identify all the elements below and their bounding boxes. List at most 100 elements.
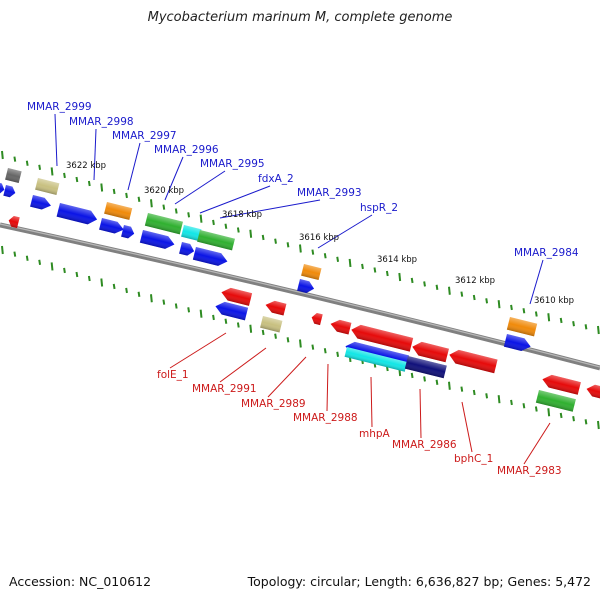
gene-arrow bbox=[260, 316, 283, 333]
accession-text: Accession: NC_010612 bbox=[9, 574, 152, 589]
tick-label: 3620 kbp bbox=[144, 186, 184, 196]
scale-tick bbox=[50, 262, 54, 271]
scale-tick bbox=[448, 286, 451, 295]
gene-arrow bbox=[56, 203, 98, 225]
gene-label[interactable]: MMAR_2988 bbox=[293, 412, 358, 424]
scale-tick bbox=[38, 259, 42, 266]
leader-line bbox=[461, 401, 473, 453]
scale-tick bbox=[410, 372, 414, 379]
gene-arrow-shade bbox=[260, 316, 283, 333]
gene-arrow bbox=[404, 356, 447, 379]
gene-arrow bbox=[99, 218, 124, 234]
scale-tick bbox=[472, 389, 476, 396]
scale-tick bbox=[1, 245, 4, 255]
scale-tick bbox=[460, 291, 464, 297]
leader-line bbox=[523, 422, 551, 465]
scale-tick bbox=[87, 275, 91, 282]
tick-row-inner bbox=[1, 245, 600, 430]
gene-arrow-shade bbox=[35, 178, 60, 195]
leader-line bbox=[317, 214, 373, 249]
scale-tick bbox=[87, 180, 91, 187]
scale-tick bbox=[162, 299, 166, 305]
leader-line bbox=[370, 376, 373, 428]
scale-tick bbox=[174, 208, 178, 214]
scale-tick bbox=[299, 244, 302, 253]
gene-label[interactable]: MMAR_2995 bbox=[200, 158, 265, 170]
scale-tick bbox=[187, 212, 191, 218]
tick-label: 3612 kbp bbox=[455, 276, 495, 286]
gene-arrow-shade bbox=[8, 215, 20, 229]
gene-label[interactable]: fdxA_2 bbox=[258, 173, 294, 185]
scale-tick bbox=[597, 325, 600, 335]
scale-tick bbox=[348, 258, 352, 268]
gene-arrow-shade bbox=[449, 349, 498, 374]
scale-tick bbox=[38, 164, 42, 171]
gene-arrow-shade bbox=[139, 230, 175, 249]
gene-arrow-shade bbox=[311, 312, 323, 326]
gene-arrow-shade bbox=[0, 182, 5, 195]
gene-arrow-shade bbox=[104, 202, 133, 220]
scale-tick bbox=[1, 150, 4, 160]
scale-tick bbox=[25, 160, 29, 166]
scale-tick bbox=[162, 204, 166, 210]
gene-arrow-shade bbox=[506, 317, 538, 337]
gene-label[interactable]: hspR_2 bbox=[360, 202, 398, 214]
scale-tick bbox=[249, 324, 253, 333]
scale-tick bbox=[286, 337, 290, 343]
gene-arrow-shade bbox=[179, 242, 195, 256]
gene-label[interactable]: MMAR_2986 bbox=[392, 439, 457, 451]
scale-tick bbox=[199, 309, 203, 318]
leader-line bbox=[267, 356, 307, 398]
leader-line bbox=[529, 259, 544, 305]
scale-tick bbox=[75, 176, 79, 183]
gene-arrow-shade bbox=[297, 279, 315, 293]
scale-tick bbox=[299, 339, 302, 348]
scale-tick bbox=[510, 304, 513, 311]
scale-tick bbox=[510, 399, 513, 406]
gene-arrow-shade bbox=[503, 334, 531, 351]
gene-label[interactable]: MMAR_2998 bbox=[69, 116, 134, 128]
gene-arrow bbox=[197, 230, 235, 251]
gene-arrow bbox=[104, 202, 133, 220]
gene-label[interactable]: MMAR_2993 bbox=[297, 187, 362, 199]
gene-arrow-shade bbox=[412, 341, 449, 363]
gene-arrow-shade bbox=[181, 225, 202, 241]
gene-arrow-shade bbox=[197, 230, 235, 251]
scale-tick bbox=[112, 188, 116, 195]
tick-label: 3622 kbp bbox=[66, 161, 106, 171]
scale-tick bbox=[75, 271, 79, 278]
gene-label[interactable]: MMAR_2996 bbox=[154, 144, 219, 156]
leader-line bbox=[127, 142, 141, 191]
scale-tick bbox=[373, 267, 377, 273]
tick-label: 3618 kbp bbox=[222, 210, 262, 220]
leader-line bbox=[169, 332, 227, 369]
label-leaders bbox=[54, 113, 551, 465]
gene-arrow-shade bbox=[265, 300, 287, 316]
scale-tick bbox=[435, 379, 439, 386]
scale-tick bbox=[522, 308, 526, 314]
scale-tick bbox=[261, 329, 265, 336]
gene-label[interactable]: MMAR_2991 bbox=[192, 383, 257, 395]
gene-arrow-shade bbox=[586, 384, 600, 399]
gene-label[interactable]: MMAR_2997 bbox=[112, 130, 177, 142]
scale-tick bbox=[311, 249, 315, 255]
scale-tick bbox=[485, 298, 489, 304]
gene-arrow bbox=[344, 347, 408, 372]
gene-arrow bbox=[179, 242, 195, 256]
scale-tick bbox=[50, 167, 54, 176]
scale-tick bbox=[423, 376, 426, 382]
gene-arrow-shade bbox=[56, 203, 98, 225]
gene-label[interactable]: folE_1 bbox=[157, 369, 189, 381]
scale-tick bbox=[547, 408, 551, 417]
scale-tick bbox=[597, 420, 600, 430]
gene-label[interactable]: MMAR_2983 bbox=[497, 465, 562, 477]
gene-arrow bbox=[330, 319, 352, 335]
gene-label[interactable]: MMAR_2989 bbox=[241, 398, 306, 410]
gene-label[interactable]: mhpA bbox=[359, 428, 391, 440]
scale-tick bbox=[522, 403, 526, 409]
gene-label[interactable]: MMAR_2999 bbox=[27, 101, 92, 113]
scale-tick bbox=[361, 263, 364, 270]
scale-tick bbox=[311, 344, 315, 350]
gene-label[interactable]: MMAR_2984 bbox=[514, 247, 579, 259]
gene-label[interactable]: bphC_1 bbox=[454, 453, 493, 465]
